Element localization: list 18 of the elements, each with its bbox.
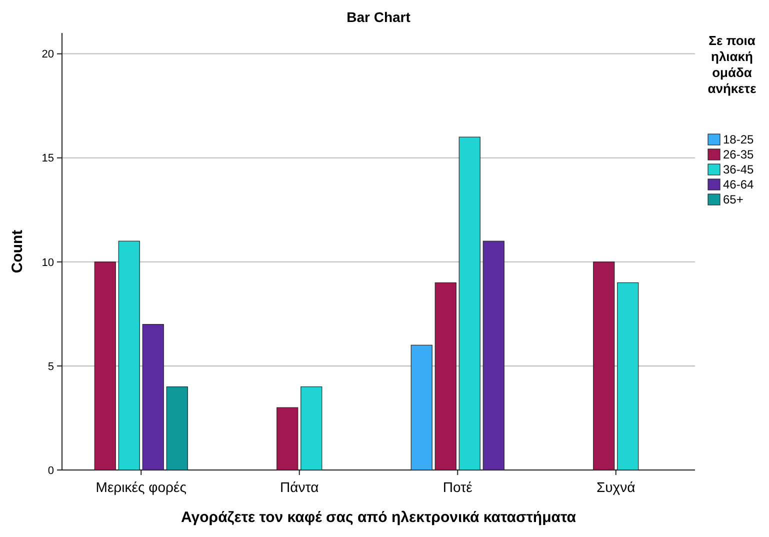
chart-title: Bar Chart: [346, 9, 411, 25]
legend-label: 18-25: [723, 132, 754, 146]
legend-label: 36-45: [723, 162, 754, 176]
y-tick-label: 5: [48, 360, 54, 373]
y-tick-label: 15: [42, 152, 54, 165]
y-tick-label: 10: [42, 256, 54, 269]
y-tick-label: 0: [48, 464, 54, 477]
x-axis-title: Αγοράζετε τον καφέ σας από ηλεκτρονικά καταστήματα: [181, 509, 577, 526]
legend-label: 26-35: [723, 148, 754, 162]
y-axis-title: Count: [9, 230, 26, 274]
legend-label: 46-64: [723, 178, 754, 192]
x-tick-label: Μερικές φορές: [96, 479, 187, 495]
x-tick-label: Συχνά: [596, 479, 636, 495]
legend-title: Σε ποια ηλιακή ομάδα ανήκετε: [708, 33, 756, 96]
x-tick-label: Ποτέ: [442, 479, 472, 495]
y-tick-label: 20: [42, 48, 54, 61]
x-tick-label: Πάντα: [280, 479, 319, 495]
legend-label: 65+: [723, 192, 744, 206]
